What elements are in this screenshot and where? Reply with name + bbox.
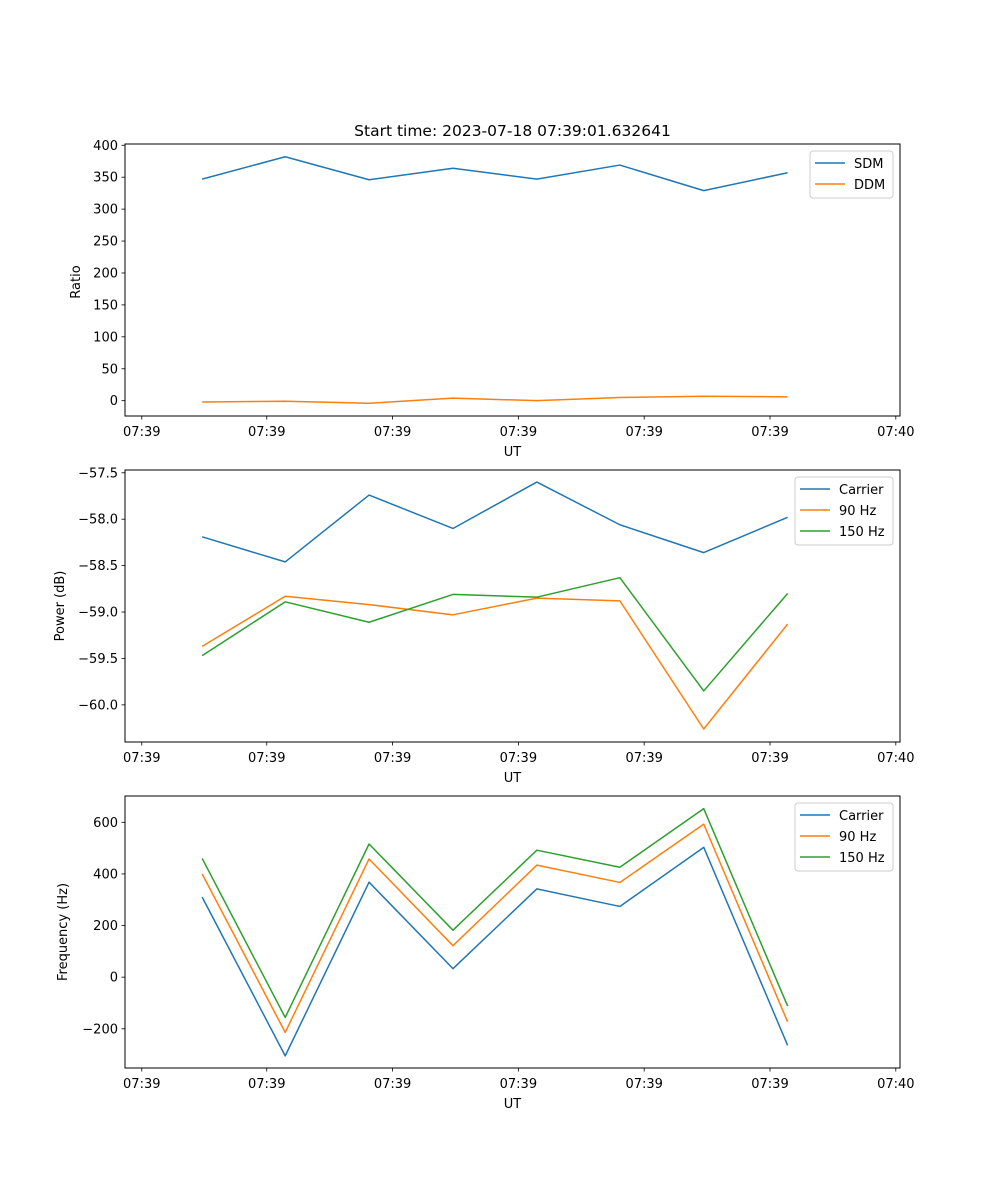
- power-lines: [201, 481, 789, 730]
- legend-box: [794, 802, 894, 872]
- power-plot-frame: [124, 469, 901, 743]
- frequency-lines: [201, 807, 789, 1057]
- ratio-legend: SDM DDM: [809, 150, 894, 199]
- y-tick-label: −59.0: [78, 606, 118, 621]
- y-tick-label: 200: [93, 919, 118, 934]
- x-tick-label: 07:39: [625, 425, 662, 440]
- x-tick-label: 07:39: [123, 425, 160, 440]
- y-tick-label: 200: [93, 266, 118, 281]
- x-tick-label: 07:39: [500, 1077, 537, 1092]
- ratio-x-ticks: 07:39 07:39 07:39 07:39 07:39 07:39 07:40: [123, 416, 915, 440]
- x-tick-label: 07:39: [500, 425, 537, 440]
- x-tick-label: 07:40: [877, 751, 914, 766]
- legend-label-carrier: Carrier: [839, 809, 884, 824]
- series-line-90-hz: [201, 823, 789, 1034]
- x-tick-label: 07:39: [374, 1077, 411, 1092]
- series-line-150-hz: [201, 576, 789, 692]
- power-panel: Power (dB) UT −60.0−59.5−59.0−58.5−58.0−…: [53, 466, 915, 786]
- x-tick-label: 07:39: [625, 1077, 662, 1092]
- frequency-y-axis-label: Frequency (Hz): [56, 883, 71, 981]
- ratio-y-ticks: 0 50 100 150 200 250 300 350 400: [93, 139, 125, 409]
- chart-title: Start time: 2023-07-18 07:39:01.632641: [354, 122, 671, 140]
- power-y-ticks: −60.0 −59.5 −59.0 −58.5 −58.0 −57.5: [78, 466, 125, 713]
- legend-box: [794, 476, 894, 546]
- y-tick-label: −59.5: [78, 652, 118, 667]
- x-tick-label: 07:39: [123, 1077, 160, 1092]
- series-line-ddm: [202, 395, 788, 404]
- frequency-legend: Carrier 90 Hz 150 Hz: [794, 802, 894, 872]
- y-tick-label: 400: [93, 139, 118, 154]
- series-line-90-hz: [201, 595, 789, 730]
- legend-label-carrier: Carrier: [839, 483, 884, 498]
- x-tick-label: 07:40: [877, 425, 914, 440]
- series-line-carrier: [201, 846, 789, 1057]
- frequency-plot-frame: [124, 795, 901, 1069]
- legend-label-sdm: SDM: [854, 157, 883, 172]
- ratio-plot-frame: [124, 143, 901, 417]
- y-tick-label: −57.5: [78, 466, 118, 481]
- x-tick-label: 07:39: [751, 425, 788, 440]
- legend-label-90hz: 90 Hz: [839, 830, 876, 845]
- y-tick-label: 300: [93, 203, 118, 218]
- y-tick-label: 350: [93, 171, 118, 186]
- ratio-lines: [201, 156, 788, 404]
- legend-label-ddm: DDM: [854, 178, 885, 193]
- legend-label-150hz: 150 Hz: [839, 525, 885, 540]
- power-y-axis-label: Power (dB): [53, 571, 68, 642]
- x-tick-label: 07:39: [500, 751, 537, 766]
- y-tick-label: 150: [93, 298, 118, 313]
- frequency-x-ticks: 07:39 07:39 07:39 07:39 07:39 07:39 07:40: [123, 1068, 915, 1092]
- series-line-carrier: [201, 481, 788, 563]
- y-tick-label: −200: [82, 1022, 118, 1037]
- frequency-x-axis-label: UT: [504, 1097, 522, 1112]
- power-legend: Carrier 90 Hz 150 Hz: [794, 476, 894, 546]
- y-tick-label: −58.0: [78, 513, 118, 528]
- y-tick-label: 0: [110, 394, 118, 409]
- legend-label-150hz: 150 Hz: [839, 851, 885, 866]
- y-tick-label: 100: [93, 330, 118, 345]
- legend-label-90hz: 90 Hz: [839, 504, 876, 519]
- power-x-axis-label: UT: [504, 771, 522, 786]
- y-tick-label: 600: [93, 816, 118, 831]
- x-tick-label: 07:39: [374, 425, 411, 440]
- power-x-ticks: 07:39 07:39 07:39 07:39 07:39 07:39 07:40: [123, 742, 915, 766]
- x-tick-label: 07:39: [751, 1077, 788, 1092]
- y-tick-label: −58.5: [78, 559, 118, 574]
- x-tick-label: 07:39: [374, 751, 411, 766]
- y-tick-label: 250: [93, 235, 118, 250]
- ratio-x-axis-label: UT: [504, 445, 522, 460]
- x-tick-label: 07:39: [625, 751, 662, 766]
- x-tick-label: 07:39: [248, 1077, 285, 1092]
- y-tick-label: 0: [110, 971, 118, 986]
- ratio-y-axis-label: Ratio: [69, 265, 84, 298]
- x-tick-label: 07:39: [751, 751, 788, 766]
- series-line-150-hz: [201, 807, 789, 1019]
- series-line-sdm: [201, 156, 788, 192]
- x-tick-label: 07:40: [877, 1077, 914, 1092]
- x-tick-label: 07:39: [248, 751, 285, 766]
- y-tick-label: 400: [93, 867, 118, 882]
- x-tick-label: 07:39: [123, 751, 160, 766]
- ratio-panel: Start time: 2023-07-18 07:39:01.632641 R…: [69, 122, 915, 460]
- x-tick-label: 07:39: [248, 425, 285, 440]
- frequency-y-ticks: −200 0 200 400 600: [82, 816, 125, 1037]
- y-tick-label: 50: [101, 362, 118, 377]
- y-tick-label: −60.0: [78, 698, 118, 713]
